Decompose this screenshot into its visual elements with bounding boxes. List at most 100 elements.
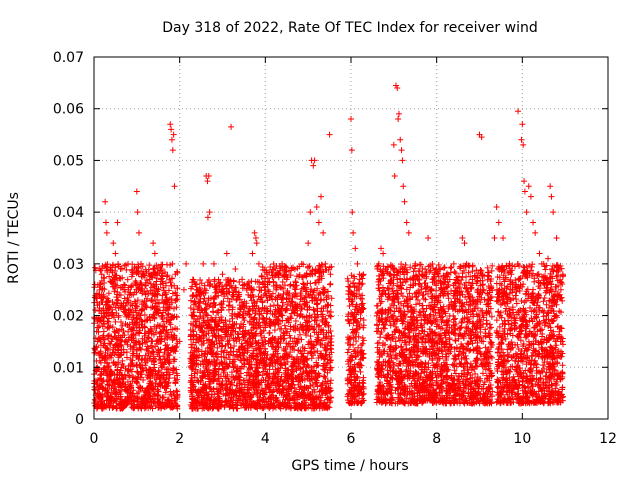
data-point — [158, 272, 165, 279]
data-point — [146, 392, 153, 399]
data-point — [109, 404, 116, 411]
data-point — [174, 285, 181, 292]
data-point — [134, 375, 141, 382]
data-point — [144, 288, 151, 295]
data-point — [130, 342, 137, 349]
data-point — [108, 352, 115, 359]
data-point — [153, 278, 160, 285]
data-point — [94, 338, 101, 345]
data-point — [161, 323, 168, 330]
data-point — [155, 346, 162, 353]
data-point — [152, 269, 159, 276]
data-point — [142, 339, 149, 346]
data-point — [105, 290, 112, 297]
data-point — [133, 379, 140, 386]
data-point — [166, 371, 173, 378]
data-point — [172, 289, 179, 296]
data-point — [109, 306, 116, 313]
data-point — [106, 273, 113, 280]
data-point — [129, 325, 136, 332]
data-point — [138, 301, 145, 308]
data-point — [103, 344, 110, 351]
data-point — [105, 364, 112, 371]
data-point — [132, 281, 139, 288]
data-point — [155, 398, 162, 405]
data-point — [112, 386, 119, 393]
data-point — [93, 328, 100, 335]
data-point — [162, 291, 169, 298]
data-point — [142, 266, 149, 273]
data-point — [93, 381, 100, 388]
data-point — [145, 290, 152, 297]
data-point — [128, 309, 135, 316]
data-point — [123, 349, 130, 356]
data-point — [97, 383, 104, 390]
data-point — [123, 266, 130, 273]
data-point — [122, 320, 129, 327]
data-point — [159, 394, 166, 401]
data-point — [169, 337, 176, 344]
data-point — [128, 291, 135, 298]
data-point — [155, 300, 162, 307]
data-point — [111, 288, 118, 295]
data-point — [145, 375, 152, 382]
data-point — [170, 364, 177, 371]
data-point — [152, 343, 159, 350]
data-point — [135, 264, 142, 271]
data-point — [147, 317, 154, 324]
data-point — [121, 339, 128, 346]
data-point — [148, 284, 155, 291]
data-point — [158, 335, 165, 342]
data-point — [128, 282, 135, 289]
data-point — [173, 366, 180, 373]
data-point — [163, 366, 170, 373]
data-point — [99, 397, 106, 404]
data-point — [104, 325, 111, 332]
data-point — [157, 382, 164, 389]
data-point — [140, 377, 147, 384]
data-point — [112, 318, 119, 325]
data-point — [144, 347, 151, 354]
data-point — [146, 262, 153, 269]
data-point — [149, 386, 156, 393]
data-point — [104, 267, 111, 274]
chart-title: Day 318 of 2022, Rate Of TEC Index for r… — [162, 20, 537, 36]
data-point — [135, 384, 142, 391]
data-point — [109, 299, 116, 306]
data-point — [109, 280, 116, 287]
data-point — [156, 349, 163, 356]
data-point — [164, 272, 171, 279]
data-point — [155, 401, 162, 408]
data-point — [127, 306, 134, 313]
data-point — [136, 341, 143, 348]
data-point — [120, 300, 127, 307]
data-point — [163, 331, 170, 338]
data-point — [150, 400, 157, 407]
data-point — [122, 402, 129, 409]
data-point — [106, 303, 113, 310]
data-point — [165, 317, 172, 324]
data-point — [98, 286, 105, 293]
data-point — [117, 367, 124, 374]
data-point — [125, 394, 132, 401]
data-point — [97, 281, 104, 288]
data-point — [167, 346, 174, 353]
data-point — [165, 379, 172, 386]
data-point — [156, 369, 163, 376]
data-point — [105, 324, 112, 331]
data-point — [100, 342, 107, 349]
data-point — [92, 292, 99, 299]
data-point — [165, 287, 172, 294]
data-point — [160, 318, 167, 325]
data-point — [167, 404, 174, 411]
data-point — [108, 385, 115, 392]
data-point — [101, 357, 108, 364]
data-point — [166, 276, 173, 283]
data-point — [149, 291, 156, 298]
data-point — [127, 283, 134, 290]
data-point — [154, 303, 161, 310]
data-point — [148, 338, 155, 345]
data-point — [142, 352, 149, 359]
data-point — [155, 367, 162, 374]
